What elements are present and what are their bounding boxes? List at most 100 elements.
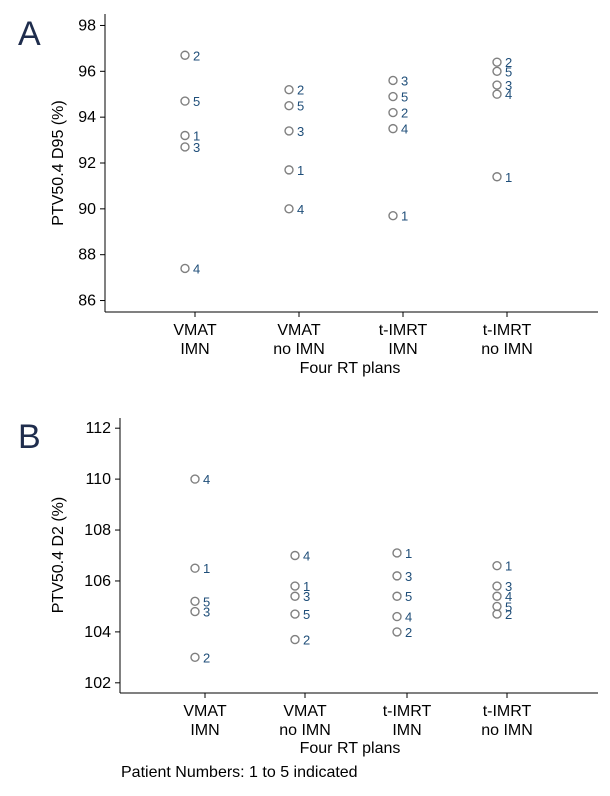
data-point [180, 130, 190, 141]
point-label: 2 [405, 625, 412, 640]
point-label: 5 [203, 594, 210, 609]
point-label: 1 [193, 128, 200, 143]
point-label: 1 [505, 559, 512, 574]
data-point [290, 550, 300, 561]
point-label: 5 [303, 607, 310, 622]
y-tick-label: 110 [85, 471, 111, 488]
point-label: 1 [401, 209, 408, 224]
data-point [492, 601, 502, 612]
data-point [190, 563, 200, 573]
data-point [180, 96, 190, 106]
point-label: 3 [405, 569, 412, 584]
data-point [492, 172, 502, 182]
x-tick-label: VMAT no IMN [273, 322, 325, 358]
point-label: 3 [193, 140, 200, 155]
data-point [388, 75, 398, 86]
y-tick-label: 102 [84, 675, 111, 692]
point-label: 5 [297, 99, 304, 114]
data-point [492, 591, 502, 601]
data-point [190, 652, 200, 663]
x-axis-title: Four RT plans [300, 740, 401, 757]
y-axis-title: PTV50.4 D2 (%) [50, 497, 67, 613]
panel-letter: B [18, 418, 41, 456]
point-label: 1 [297, 163, 304, 178]
point-label: 4 [405, 610, 412, 625]
point-label: 1 [405, 546, 412, 561]
point-label: 4 [203, 472, 210, 487]
point-label: 4 [193, 261, 200, 276]
point-label: 5 [505, 599, 512, 614]
data-point [284, 204, 294, 214]
point-label: 2 [505, 55, 512, 70]
data-point [388, 107, 398, 118]
x-tick-label: VMAT IMN [173, 322, 216, 358]
x-tick-label: VMAT IMN [183, 703, 226, 739]
point-label: 2 [303, 633, 310, 648]
data-point [284, 165, 294, 175]
point-label: 1 [203, 561, 210, 576]
data-point [492, 89, 502, 99]
panel-letter: A [18, 15, 41, 53]
point-label: 1 [505, 170, 512, 185]
x-tick-label: t-IMRT no IMN [481, 322, 533, 358]
y-tick-label: 90 [78, 201, 96, 218]
point-label: 4 [505, 589, 512, 604]
y-tick-label: 106 [84, 573, 111, 590]
y-tick-label: 86 [78, 293, 96, 310]
x-tick-label: t-IMRT no IMN [481, 703, 533, 739]
panel-a: A 86 88 90 92 94 96 98 VMAT IMN VMAT no IMN t-IMRT IM… [18, 14, 598, 377]
y-tick-label: 94 [78, 109, 96, 126]
data-point [492, 80, 502, 90]
data-point [290, 609, 300, 619]
point-label: 2 [297, 83, 304, 98]
data-point [492, 66, 502, 77]
point-label: 5 [505, 64, 512, 79]
footnote: Patient Numbers: 1 to 5 indicated [121, 764, 358, 781]
point-label: 2 [401, 106, 408, 121]
point-label: 3 [303, 589, 310, 604]
point-label: 3 [505, 579, 512, 594]
data-point [492, 560, 502, 571]
y-tick-label: 98 [78, 17, 96, 34]
data-point [180, 50, 190, 60]
data-point [392, 627, 402, 637]
point-label: 5 [405, 589, 412, 604]
point-label: 5 [401, 90, 408, 105]
point-label: 4 [297, 202, 304, 217]
point-label: 4 [303, 549, 310, 564]
data-point [290, 591, 300, 601]
data-point [284, 126, 294, 136]
y-tick-label: 112 [85, 420, 111, 437]
point-label: 3 [203, 605, 210, 620]
y-tick-label: 92 [78, 155, 96, 172]
data-point [190, 596, 200, 607]
data-point [284, 84, 294, 95]
data-point [392, 611, 402, 622]
y-tick-label: 104 [84, 624, 111, 641]
y-axis-title: PTV50.4 D95 (%) [50, 100, 67, 225]
data-point [190, 606, 200, 617]
point-label: 5 [193, 94, 200, 109]
point-label: 1 [303, 579, 310, 594]
point-label: 4 [401, 122, 408, 137]
data-point [388, 123, 398, 134]
data-point [388, 211, 398, 221]
y-tick-label: 108 [84, 522, 111, 539]
x-tick-label: t-IMRT IMN [379, 322, 428, 358]
x-axis-title: Four RT plans [300, 360, 401, 377]
y-tick-label: 88 [78, 247, 96, 264]
data-point [180, 142, 190, 152]
x-tick-label: t-IMRT IMN [383, 703, 432, 739]
point-label: 3 [297, 124, 304, 139]
data-point [180, 263, 190, 274]
data-point [392, 571, 402, 581]
point-label: 2 [193, 48, 200, 63]
data-point [290, 634, 300, 645]
point-label: 2 [203, 650, 210, 665]
x-tick-label: VMAT no IMN [279, 703, 331, 739]
data-point [290, 581, 300, 591]
data-point [190, 474, 200, 484]
data-point [492, 609, 502, 619]
data-point [392, 591, 402, 601]
